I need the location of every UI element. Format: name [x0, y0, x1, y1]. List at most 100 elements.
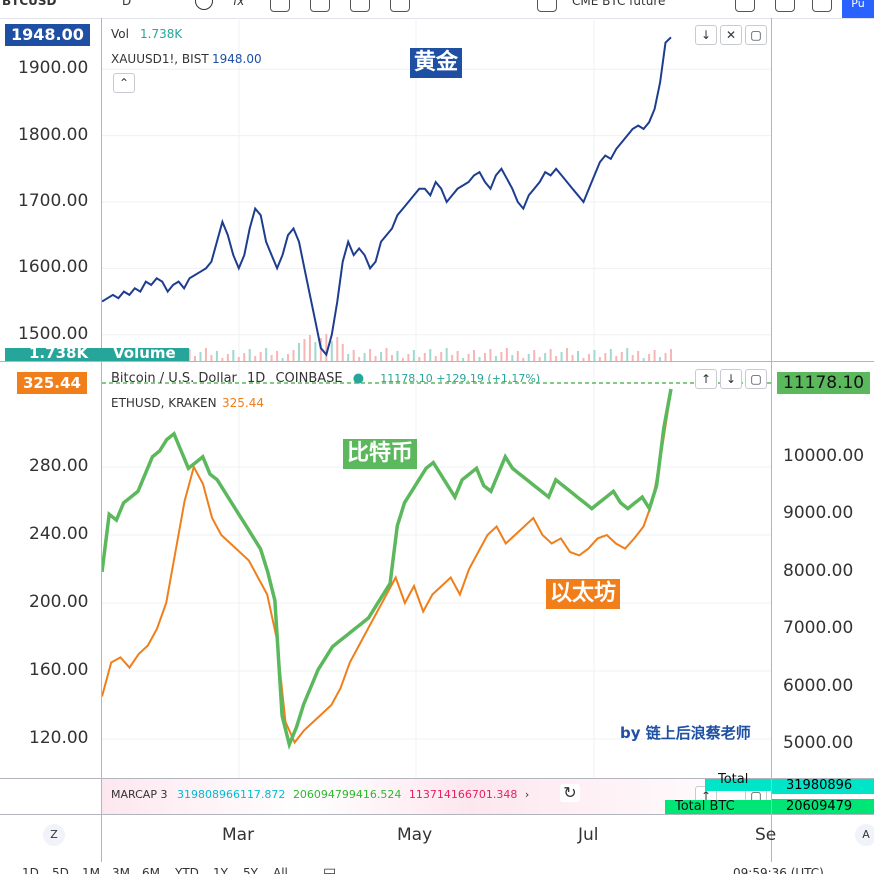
gold-gridlines [102, 18, 771, 361]
gold-volume-bar [199, 352, 202, 361]
gold-volume-bar [347, 354, 350, 361]
gold-volume-bar [489, 349, 492, 361]
zoom-left-button[interactable]: Z [43, 824, 65, 846]
gold-volume-bar [226, 354, 229, 361]
marcap-total-label: Total [718, 772, 749, 787]
range-button-all[interactable]: All [273, 866, 288, 874]
gold-volume-bar [511, 355, 514, 361]
eth-symbol-line: ETHUSD, KRAKEN [111, 396, 217, 410]
gold-volume-bar [670, 349, 672, 361]
gold-move-down-button[interactable]: ↓ [695, 25, 717, 45]
gold-volume-bar [505, 348, 508, 361]
gold-volume-bar [648, 354, 651, 361]
range-button-1y[interactable]: 1Y [213, 866, 228, 874]
pane-separator-2[interactable] [0, 778, 874, 779]
gold-volume-bar [615, 356, 618, 361]
time-tick-label: May [397, 825, 433, 845]
range-button-ytd[interactable]: YTD [175, 866, 199, 874]
range-button-5y[interactable]: 5Y [243, 866, 258, 874]
bottom-toolbar: 1D 5D 1M 3M 6M YTD 1Y 5Y All ▭ 09:59:36 (UTC) [0, 862, 874, 874]
eth-tick-label: 240.00 [29, 524, 89, 544]
gold-volume-bar [571, 355, 574, 361]
range-button-1m[interactable]: 1M [82, 866, 100, 874]
pane-separator-1[interactable] [0, 361, 874, 362]
main-interval: 1D [247, 371, 266, 386]
btc-price-line [102, 388, 673, 751]
main-maximize-button[interactable]: ▢ [745, 369, 767, 389]
crypto-chart[interactable] [102, 362, 771, 778]
volume-badge: 1.738K Volume [5, 348, 189, 361]
time-tick-label: Jul [578, 825, 599, 845]
gold-volume-bar [566, 348, 569, 361]
gold-volume-bar [215, 351, 218, 361]
btc-tick-label: 5000.00 [783, 733, 854, 754]
bar-chart-icon[interactable] [310, 0, 330, 12]
settings-icon[interactable] [735, 0, 755, 12]
right-axis-border [771, 18, 772, 862]
gold-volume-bar [292, 350, 295, 361]
main-legend: Bitcoin / U.S. Dollar 1D COINBASE ● 1117… [111, 371, 540, 386]
gold-volume-bar [626, 348, 629, 361]
eth-annotation: 以太坊 [546, 579, 621, 609]
info-icon[interactable] [195, 0, 213, 10]
undo-icon[interactable] [390, 0, 410, 12]
gold-volume-bar [363, 353, 366, 361]
gold-volume-bar [467, 354, 470, 361]
marcap-total-btc-bg [665, 800, 771, 814]
btc-tick-label: 8000.00 [783, 560, 854, 581]
gold-volume-bar [440, 352, 443, 361]
gold-maximize-button[interactable]: ▢ [745, 25, 767, 45]
interval-button[interactable]: D [122, 0, 132, 8]
gold-volume-bar [549, 349, 552, 361]
range-button-1d[interactable]: 1D [22, 866, 39, 874]
compare-icon[interactable] [350, 0, 370, 12]
main-move-up-button[interactable]: ↑ [695, 369, 717, 389]
gold-volume-bar [604, 353, 607, 361]
camera-icon[interactable] [812, 0, 832, 12]
fullscreen-icon[interactable] [775, 0, 795, 12]
gold-volume-bar [265, 348, 268, 361]
gold-volume-bar [287, 354, 290, 361]
gold-volume-bar [341, 344, 344, 361]
marcap-pane[interactable] [102, 779, 771, 814]
range-button-5d[interactable]: 5D [52, 866, 69, 874]
gold-volume-bar [642, 358, 645, 361]
refresh-icon[interactable]: ↻ [560, 784, 580, 802]
gold-volume-bar [533, 350, 536, 361]
calendar-icon[interactable]: ▭ [323, 863, 337, 874]
eth-tick-label: 200.00 [29, 592, 89, 612]
gold-volume-bar [637, 351, 640, 361]
gold-volume-bar [369, 349, 372, 361]
clock-time[interactable]: 09:59:36 (UTC) [733, 866, 824, 874]
bar-style-icon[interactable] [270, 0, 290, 12]
gold-volume-bar [544, 353, 547, 361]
gold-volume-bar [659, 357, 662, 361]
main-exchange: COINBASE [275, 371, 343, 386]
gold-volume-bar [538, 357, 541, 361]
layout-icon[interactable] [537, 0, 557, 12]
indicators-button[interactable]: fx [233, 0, 245, 8]
gold-volume-bar [483, 353, 486, 361]
marcap-legend: MARCAP 3 319808966117.872 206094799416.5… [111, 788, 530, 801]
collapse-legend-button[interactable]: ⌃ [113, 73, 135, 93]
compare-symbol[interactable]: CME BTC future [572, 0, 666, 8]
auto-scale-button[interactable]: A [855, 824, 874, 846]
range-button-6m[interactable]: 6M [142, 866, 160, 874]
gold-volume-bar [429, 349, 432, 361]
gold-close-button[interactable]: ✕ [720, 25, 742, 45]
btc-tick-label: 6000.00 [783, 675, 854, 696]
symbol-search[interactable]: BTCUSD [2, 0, 57, 8]
main-title: Bitcoin / U.S. Dollar [111, 371, 237, 386]
publish-button[interactable]: Pu [842, 0, 874, 18]
time-axis-border [0, 814, 874, 815]
gold-volume-bar [522, 358, 525, 361]
marcap-total-btc-label: Total BTC [675, 799, 735, 814]
main-move-down-button[interactable]: ↓ [720, 369, 742, 389]
gold-volume-bar [560, 352, 563, 361]
gold-volume-bar [314, 342, 317, 361]
gold-tick-label: 1800.00 [18, 124, 89, 145]
gold-volume-bar [281, 358, 284, 361]
btc-tick-label: 10000.00 [783, 445, 865, 466]
gold-volume-bar [587, 354, 590, 361]
range-button-3m[interactable]: 3M [112, 866, 130, 874]
